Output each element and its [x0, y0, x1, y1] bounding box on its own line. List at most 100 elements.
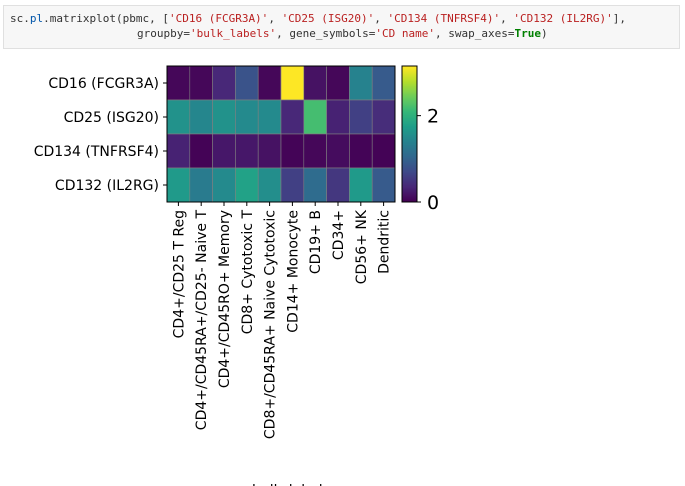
colorbar-segment — [402, 178, 417, 180]
colorbar-segment — [402, 169, 417, 171]
colorbar-segment — [402, 168, 417, 170]
colorbar-segment — [402, 154, 417, 156]
heatmap-cell — [166, 167, 191, 203]
colorbar-segment — [402, 100, 417, 102]
colorbar-segment — [402, 70, 417, 72]
colorbar-segment — [402, 118, 417, 120]
colorbar-segment — [402, 137, 417, 139]
colorbar-segment — [402, 109, 417, 111]
heatmap-cell — [166, 99, 191, 135]
heatmap-cell — [189, 133, 213, 169]
colorbar-segment — [402, 160, 417, 162]
colorbar-segment — [402, 164, 417, 166]
colorbar-segment — [402, 143, 417, 145]
heatmap-cell — [303, 167, 327, 203]
colorbar-segment — [402, 148, 417, 150]
colorbar-segment — [402, 112, 417, 114]
colorbar-segment — [402, 97, 417, 99]
code-line-2: groupby='bulk_labels', gene_symbols='CD … — [137, 27, 548, 40]
heatmap-cell — [326, 167, 350, 203]
colorbar-segment — [402, 145, 417, 147]
colorbar-segment — [402, 72, 417, 74]
colorbar-segment — [402, 102, 417, 104]
heatmap-cell — [371, 65, 396, 101]
colorbar-segment — [402, 92, 417, 94]
colorbar-segment — [402, 176, 417, 178]
x-tick-label: CD4+/CD25 T Reg — [171, 210, 187, 338]
colorbar-segment — [402, 190, 417, 192]
colorbar-segment — [402, 162, 417, 164]
colorbar-segment — [402, 133, 417, 135]
colorbar-segment — [402, 196, 417, 198]
colorbar-segment — [402, 87, 417, 89]
colorbar-segment — [402, 171, 417, 173]
heatmap-cell — [326, 133, 350, 169]
colorbar-segment — [402, 156, 417, 158]
colorbar-segment — [402, 141, 417, 143]
heatmap-cell — [235, 133, 259, 169]
colorbar-segment — [402, 68, 417, 70]
colorbar-segment — [402, 110, 417, 112]
colorbar-segment — [402, 136, 417, 138]
colorbar-segment — [402, 200, 417, 202]
y-tick-label: CD134 (TNFRSF4) — [34, 144, 159, 160]
heatmap-cell — [166, 133, 191, 169]
colorbar-segment — [402, 130, 417, 132]
colorbar-segment — [402, 86, 417, 88]
colorbar-segment — [402, 127, 417, 129]
heatmap-cell — [371, 99, 396, 135]
heatmap-cell — [212, 65, 236, 101]
colorbar-segment — [402, 111, 417, 113]
colorbar-segment — [402, 88, 417, 90]
heatmap-cell — [166, 65, 191, 101]
colorbar-segment — [402, 125, 417, 127]
x-tick-label: CD14+ Monocyte — [285, 210, 301, 333]
colorbar-segment — [402, 117, 417, 119]
colorbar-segment — [402, 76, 417, 78]
colorbar-segment — [402, 78, 417, 80]
colorbar-segment — [402, 69, 417, 71]
colorbar-segment — [402, 173, 417, 175]
colorbar-segment — [402, 105, 417, 107]
colorbar-segment — [402, 185, 417, 187]
colorbar-segment — [402, 119, 417, 121]
colorbar-segment — [402, 103, 417, 105]
colorbar-segment — [402, 98, 417, 100]
x-tick-label: CD19+ B — [308, 210, 324, 274]
colorbar-segment — [402, 158, 417, 160]
colorbar-segment — [402, 174, 417, 176]
colorbar-segment — [402, 73, 417, 75]
colorbar-segment — [402, 81, 417, 83]
colorbar-segment — [402, 140, 417, 142]
heatmap-cell — [235, 167, 259, 203]
heatmap-cell — [349, 99, 373, 135]
heatmap-cell — [212, 167, 236, 203]
colorbar-segment — [402, 121, 417, 123]
colorbar-segment — [402, 94, 417, 96]
colorbar-segment — [402, 79, 417, 81]
colorbar-segment — [402, 177, 417, 179]
heatmap-cell — [303, 133, 327, 169]
colorbar-segment — [402, 134, 417, 136]
colorbar-segment — [402, 85, 417, 87]
colorbar-tick-label: 0 — [427, 192, 439, 214]
heatmap-cell — [189, 65, 213, 101]
heatmap-cell — [257, 65, 282, 101]
heatmap-cell — [257, 133, 282, 169]
heatmap-cell — [349, 167, 373, 203]
colorbar-segment — [402, 129, 417, 131]
colorbar-segment — [402, 194, 417, 196]
colorbar-segment — [402, 113, 417, 115]
colorbar-segment — [402, 166, 417, 168]
heatmap-cell — [189, 99, 213, 135]
colorbar-segment — [402, 96, 417, 98]
code-cell[interactable]: sc.pl.matrixplot(pbmc, ['CD16 (FCGR3A)',… — [3, 5, 680, 49]
colorbar-segment — [402, 90, 417, 92]
x-tick-label: CD4+/CD45RA+/CD25- Naive T — [194, 210, 210, 431]
colorbar-segment — [402, 123, 417, 125]
colorbar-segment — [402, 67, 417, 69]
x-tick-label: CD56+ NK — [354, 209, 370, 284]
colorbar-tick-label: 2 — [427, 106, 439, 128]
x-tick-label: CD34+ — [331, 210, 347, 260]
colorbar-segment — [402, 180, 417, 182]
